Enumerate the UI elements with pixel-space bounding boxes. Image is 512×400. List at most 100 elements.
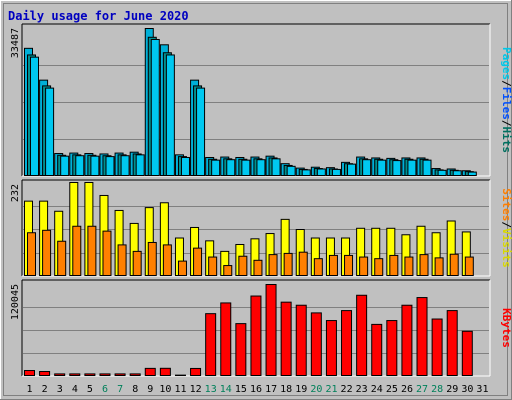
bar-sites-day-22 (344, 254, 354, 276)
bar-kbytes-day-19 (295, 304, 307, 376)
x-tick-label-day-16: 16 (250, 384, 262, 395)
bar-kbytes-day-23 (356, 294, 368, 376)
bar-sites-day-1 (27, 232, 36, 276)
bar-kbytes-day-28 (431, 318, 443, 376)
panel-middle-legend-label: Sites/Visits (500, 188, 512, 268)
bar-sites-day-19 (298, 251, 308, 276)
bar-kbytes-day-27 (416, 297, 428, 376)
bar-sites-day-30 (464, 256, 474, 277)
bar-sites-day-2 (42, 229, 52, 277)
bar-kbytes-day-16 (250, 295, 262, 377)
x-tick-label-day-4: 4 (72, 384, 78, 395)
x-tick-label-day-13: 13 (205, 384, 217, 395)
bar-kbytes-day-30 (461, 330, 473, 377)
bar-kbytes-day-6 (99, 373, 111, 377)
x-tick-label-day-22: 22 (341, 384, 353, 395)
bar-sites-day-9 (147, 241, 157, 276)
bar-sites-day-8 (132, 250, 142, 276)
bar-sites-day-17 (268, 254, 278, 277)
bar-sites-day-25 (389, 254, 399, 276)
bar-sites-day-27 (419, 254, 429, 277)
x-tick-label-day-24: 24 (371, 384, 383, 395)
frame-inner-border (3, 3, 508, 396)
legend-hits: Hits (500, 127, 512, 154)
bar-kbytes-day-18 (280, 301, 292, 377)
bar-sites-day-29 (449, 253, 459, 276)
bar-kbytes-day-13 (205, 313, 217, 376)
bar-sites-day-12 (193, 247, 203, 276)
bar-kbytes-day-7 (114, 373, 126, 377)
bar-pages-day-26 (407, 159, 417, 176)
bar-kbytes-day-9 (144, 367, 156, 376)
x-tick-label-day-20: 20 (310, 384, 322, 395)
legend-sites: Sites (500, 188, 512, 221)
bar-pages-day-15 (241, 159, 251, 176)
x-tick-label-day-23: 23 (356, 384, 368, 395)
bar-pages-day-2 (45, 87, 55, 176)
bar-pages-day-28 (437, 169, 447, 177)
x-tick-label-day-21: 21 (325, 384, 337, 395)
bar-pages-day-10 (165, 54, 175, 176)
x-tick-label-day-30: 30 (461, 384, 473, 395)
panel-top-legend-label: Pages/Files/Hits (500, 47, 512, 153)
bar-pages-day-21 (331, 168, 341, 177)
panel-middle-ymax-label: 232 (10, 184, 21, 202)
x-tick-label-day-11: 11 (174, 384, 186, 395)
bar-kbytes-day-10 (159, 367, 171, 377)
bar-kbytes-day-15 (235, 323, 247, 377)
x-tick-label-day-2: 2 (42, 384, 48, 395)
bar-sites-day-13 (208, 256, 218, 277)
bar-pages-day-19 (301, 169, 311, 176)
bar-kbytes-day-20 (310, 312, 322, 377)
bar-pages-day-5 (90, 155, 100, 176)
x-tick-label-day-15: 15 (235, 384, 247, 395)
bar-kbytes-day-21 (325, 320, 337, 377)
chart-title: Daily usage for June 2020 (8, 9, 189, 23)
bar-pages-day-14 (226, 159, 236, 177)
bar-pages-day-27 (422, 159, 432, 176)
legend-separator: / (500, 221, 512, 228)
bar-sites-day-14 (223, 265, 233, 276)
bar-sites-day-10 (162, 244, 172, 276)
bar-pages-day-23 (362, 159, 372, 177)
bar-pages-day-20 (316, 168, 326, 176)
x-tick-label-day-12: 12 (190, 384, 202, 395)
bar-kbytes-day-26 (401, 304, 413, 376)
bar-pages-day-22 (347, 163, 357, 176)
bar-pages-day-3 (60, 155, 70, 176)
x-tick-label-day-10: 10 (159, 384, 171, 395)
legend-kbytes: KBytes (500, 308, 512, 348)
bar-pages-day-18 (286, 165, 296, 176)
bar-kbytes-day-3 (54, 373, 66, 377)
x-tick-label-day-7: 7 (117, 384, 123, 395)
bar-kbytes-day-24 (371, 323, 383, 376)
frame-top-edge (0, 0, 512, 1)
panel-top-ymax-label: 33487 (10, 28, 21, 58)
legend-separator: / (500, 120, 512, 127)
bar-kbytes-day-1 (24, 370, 35, 377)
bar-kbytes-day-17 (265, 284, 277, 376)
bar-sites-day-7 (117, 244, 127, 276)
bar-sites-day-15 (238, 255, 248, 277)
bar-pages-day-25 (392, 160, 402, 177)
bar-kbytes-day-5 (84, 373, 96, 377)
x-tick-label-day-8: 8 (132, 384, 138, 395)
bar-sites-day-21 (328, 254, 338, 276)
x-tick-label-day-17: 17 (265, 384, 277, 395)
panel-bottom-ymax-label: 120045 (10, 284, 21, 320)
bar-kbytes-day-14 (220, 302, 232, 376)
bar-pages-day-16 (256, 159, 266, 177)
bar-sites-day-3 (57, 240, 67, 276)
legend-files: Files (500, 87, 512, 120)
bar-pages-day-1 (30, 56, 39, 176)
x-tick-label-day-6: 6 (102, 384, 108, 395)
bar-pages-day-13 (211, 159, 221, 176)
bar-pages-day-6 (105, 156, 115, 176)
bar-sites-day-23 (359, 256, 369, 277)
bar-sites-day-20 (313, 258, 323, 277)
bar-pages-day-17 (271, 158, 281, 177)
legend-separator: / (500, 80, 512, 87)
x-tick-label-day-27: 27 (416, 384, 428, 395)
bar-sites-day-26 (404, 256, 414, 277)
x-tick-label-day-28: 28 (431, 384, 443, 395)
